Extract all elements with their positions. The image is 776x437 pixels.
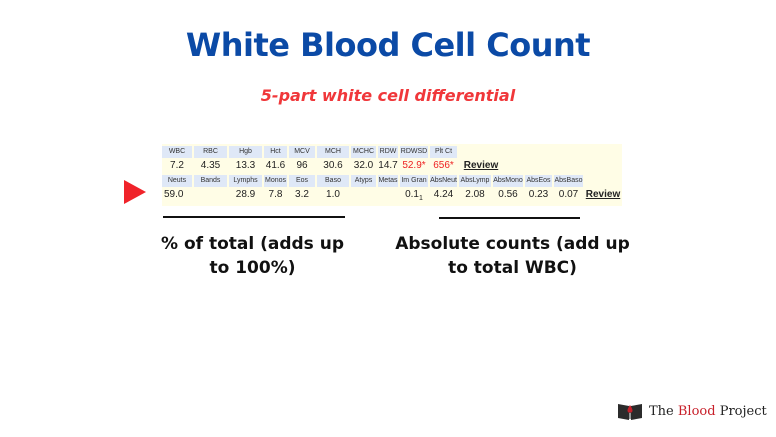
header-mcv: MCV	[289, 146, 315, 158]
value-rdw: 14.7	[378, 160, 398, 171]
logo-text-blood: Blood	[677, 403, 716, 419]
header-abs-mono: AbsMono	[493, 175, 523, 187]
brand-logo: The Blood Project	[617, 401, 767, 421]
value-mcv: 96	[296, 160, 308, 171]
value-abs-neut: 4.24	[433, 189, 454, 200]
value-neuts: 59.0	[164, 189, 184, 200]
lab-results-table: WBC RBC Hgb Hct MCV MCH MCHC RDW RDWSD P…	[162, 144, 622, 206]
header-neuts: Neuts	[162, 175, 192, 187]
value-abs-baso: 0.07	[558, 189, 579, 200]
value-lymphs: 28.9	[235, 189, 256, 200]
absolute-annotation: Absolute counts (add up to total WBC)	[385, 232, 640, 280]
page-title: White Blood Cell Count	[185, 26, 591, 64]
header-bands: Bands	[194, 175, 227, 187]
diff-header-row: Neuts Bands Lymphs Monos Eos Baso Atyps …	[162, 175, 585, 190]
header-metas: Metas	[378, 175, 398, 187]
value-mch: 30.6	[323, 160, 343, 171]
header-hgb: Hgb	[229, 146, 262, 158]
value-rdwsd-flagged: 52.9*	[402, 160, 426, 171]
percent-annotation-line2: to 100%)	[209, 258, 296, 278]
value-abs-eos: 0.23	[528, 189, 549, 200]
value-baso: 1.0	[326, 189, 340, 200]
pointer-arrow-icon	[124, 180, 146, 204]
header-abs-baso: AbsBaso	[554, 175, 583, 187]
review-link-diff[interactable]: Review	[585, 189, 621, 200]
header-eos: Eos	[289, 175, 315, 187]
header-baso: Baso	[317, 175, 349, 187]
value-atyps	[351, 187, 376, 202]
header-mchc: MCHC	[351, 146, 376, 158]
header-hct: Hct	[264, 146, 287, 158]
im-gran-subscript: 1	[419, 195, 423, 202]
im-gran-number: 0.1	[405, 189, 419, 200]
header-wbc: WBC	[162, 146, 192, 158]
header-rdw: RDW	[378, 146, 398, 158]
value-im-gran: 0.11	[400, 187, 428, 202]
absolute-annotation-line2: to total WBC)	[448, 258, 577, 278]
percent-annotation-line1: % of total (adds up	[161, 234, 344, 254]
logo-text-project: Project	[715, 403, 767, 419]
absolute-annotation-line1: Absolute counts (add up	[395, 234, 630, 254]
value-mchc: 32.0	[353, 160, 374, 171]
value-abs-lymp: 2.08	[465, 189, 485, 200]
value-metas	[378, 187, 398, 202]
header-abs-lymp: AbsLymp	[459, 175, 491, 187]
value-eos: 3.2	[295, 189, 309, 200]
header-lymphs: Lymphs	[229, 175, 262, 187]
value-wbc: 7.2	[170, 160, 184, 171]
header-abs-eos: AbsEos	[525, 175, 552, 187]
value-plt-ct-flagged: 656*	[433, 160, 454, 171]
header-mch: MCH	[317, 146, 349, 158]
cbc-header-row: WBC RBC Hgb Hct MCV MCH MCHC RDW RDWSD P…	[162, 146, 459, 161]
page-subtitle: 5-part white cell differential	[260, 86, 516, 105]
value-hgb: 13.3	[235, 160, 256, 171]
header-monos: Monos	[264, 175, 287, 187]
value-bands	[194, 187, 227, 202]
right-underline-divider	[439, 217, 580, 219]
header-plt-ct: Plt Ct	[430, 146, 457, 158]
value-rbc: 4.35	[200, 160, 221, 171]
cbc-value-row: 7.2 4.35 13.3 41.6 96 30.6 32.0 14.7 52.…	[162, 158, 503, 173]
percent-annotation: % of total (adds up to 100%)	[140, 232, 365, 280]
value-abs-mono: 0.56	[498, 189, 518, 200]
header-im-gran: Im Gran	[400, 175, 428, 187]
left-underline-divider	[163, 216, 345, 218]
value-monos: 7.8	[268, 189, 283, 200]
header-rdwsd: RDWSD	[400, 146, 428, 158]
header-abs-neut: AbsNeut	[430, 175, 457, 187]
header-rbc: RBC	[194, 146, 227, 158]
value-hct: 41.6	[265, 160, 286, 171]
review-link-cbc[interactable]: Review	[463, 160, 499, 171]
book-blood-drop-icon	[617, 401, 643, 421]
header-atyps: Atyps	[351, 175, 376, 187]
diff-value-row: 59.0 28.9 7.8 3.2 1.0 0.11 4.24 2.08 0.5…	[162, 187, 623, 202]
logo-text-the: The	[649, 403, 678, 419]
